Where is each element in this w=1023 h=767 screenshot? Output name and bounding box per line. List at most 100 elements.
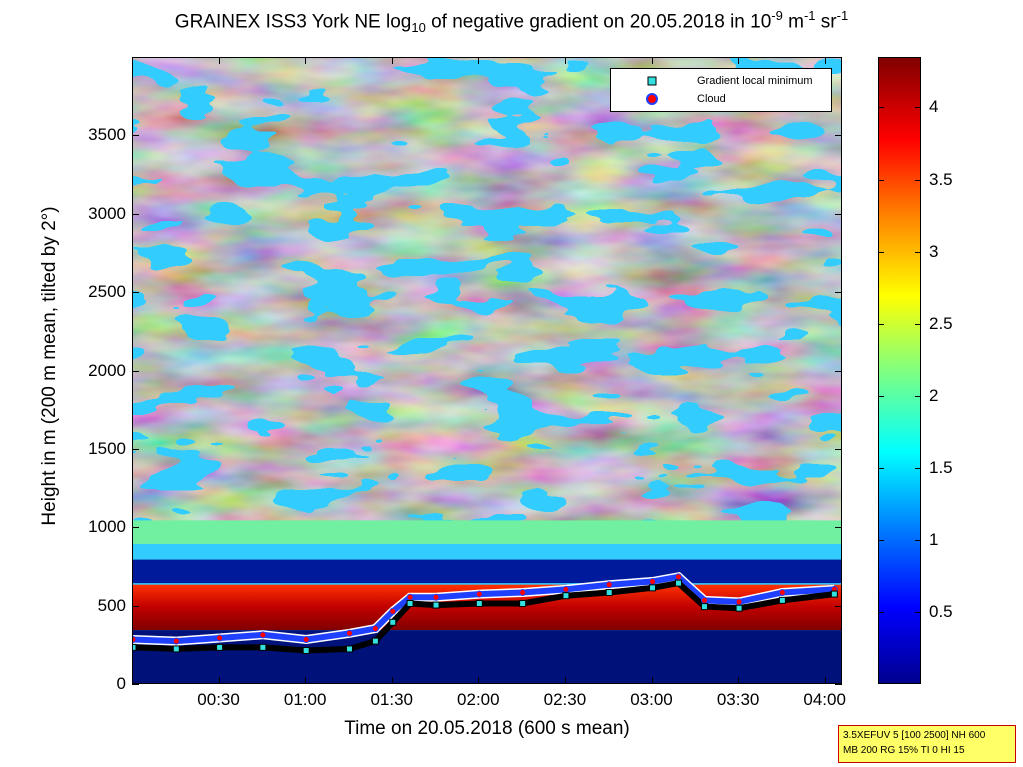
gradient-minimum-point <box>432 601 440 609</box>
gradient-minimum-point <box>216 643 224 651</box>
gradient-minimum-point <box>700 603 708 611</box>
x-tick-mark <box>305 677 307 684</box>
colorbar-tick-mark <box>915 611 921 613</box>
colorbar-tick-mark <box>878 611 884 613</box>
x-tick-label: 01:30 <box>370 690 414 709</box>
gradient-minimum-point <box>302 647 310 655</box>
colorbar <box>878 57 921 684</box>
heatmap-background <box>133 58 841 683</box>
gradient-minimum-point <box>649 584 657 592</box>
colorbar-tick-mark <box>878 395 884 397</box>
y-tick-label: 2000 <box>88 360 126 380</box>
colorbar-tick-mark <box>915 323 921 325</box>
cyan-square-marker-icon <box>647 76 657 86</box>
colorbar-tick-mark <box>878 467 884 469</box>
colorbar-tick-mark <box>878 323 884 325</box>
heatmap-plot-area[interactable] <box>132 57 842 684</box>
x-tick-mark <box>651 677 653 684</box>
y-tick-label: 1500 <box>88 438 126 458</box>
colorbar-tick-mark <box>915 539 921 541</box>
colorbar-tick-mark <box>878 251 884 253</box>
cloud-point <box>519 589 527 597</box>
cloud-point <box>172 637 180 645</box>
colorbar-tick-label: 2.5 <box>929 313 953 333</box>
info-line-1: 3.5XEFUV 5 [100 2500] NH 600 <box>843 730 986 741</box>
gradient-minimum-point <box>674 579 682 587</box>
colorbar-tick-label: 4 <box>929 97 939 117</box>
x-tick-mark <box>824 57 826 64</box>
colorbar-tick-mark <box>878 107 884 109</box>
gradient-minimum-point <box>519 599 527 607</box>
x-tick-mark <box>478 57 480 64</box>
heatmap-band-700m <box>133 559 841 584</box>
colorbar-tick-mark <box>915 467 921 469</box>
cloud-point <box>674 573 682 581</box>
colorbar-tick-mark <box>878 179 884 181</box>
y-tick-mark <box>835 527 842 529</box>
cloud-point <box>371 625 379 633</box>
y-tick-mark <box>835 684 842 685</box>
gradient-minimum-point <box>172 645 180 653</box>
y-tick-label: 3500 <box>88 125 126 145</box>
cloud-point <box>475 590 483 598</box>
gradient-minimum-point <box>345 645 353 653</box>
cloud-point <box>432 593 440 601</box>
y-tick-mark <box>132 213 139 215</box>
cloud-point <box>605 581 613 589</box>
gradient-minimum-point <box>830 590 838 598</box>
data-overlay <box>133 571 838 655</box>
colorbar-tick-label: 1.5 <box>929 457 953 477</box>
y-axis-label: Height in m (200 m mean, tilted by 2°) <box>39 206 60 526</box>
legend-label-cloud: Cloud <box>697 93 726 105</box>
x-tick-label: 02:30 <box>543 690 587 709</box>
gradient-minimum-point <box>562 592 570 600</box>
x-tick-mark <box>305 57 307 64</box>
legend: Gradient local minimum Cloud <box>610 68 832 112</box>
gradient-minimum-point <box>406 599 414 607</box>
colorbar-tick-label: 0.5 <box>929 601 953 621</box>
x-tick-mark <box>824 677 826 684</box>
y-tick-mark <box>132 684 139 685</box>
cloud-point <box>562 585 570 593</box>
x-tick-mark <box>651 57 653 64</box>
colorbar-tick-mark <box>878 539 884 541</box>
cloud-point <box>259 631 267 639</box>
cloud-point <box>133 636 137 644</box>
gradient-minimum-point <box>605 589 613 597</box>
gradient-minimum-point <box>133 643 137 651</box>
colorbar-tick-mark <box>915 179 921 181</box>
x-tick-mark <box>738 57 740 64</box>
gradient-minimum-point <box>778 596 786 604</box>
y-tick-mark <box>835 213 842 215</box>
colorbar-tick-mark <box>915 107 921 109</box>
legend-item-gradient-minimum: Gradient local minimum <box>611 73 831 91</box>
x-tick-mark <box>218 677 220 684</box>
legend-label-gradient-minimum: Gradient local minimum <box>697 75 813 87</box>
chart-title: GRAINEX ISS3 York NE log10 of negative g… <box>174 8 849 36</box>
colorbar-tick-mark <box>915 251 921 253</box>
y-tick-label: 2500 <box>88 282 126 302</box>
y-tick-mark <box>835 605 842 607</box>
x-tick-mark <box>738 677 740 684</box>
x-tick-label: 03:00 <box>630 690 673 709</box>
colorbar-tick-label: 3.5 <box>929 169 953 189</box>
y-tick-mark <box>132 370 139 372</box>
gradient-minimum-point <box>371 637 379 645</box>
cloud-point <box>302 636 310 644</box>
y-tick-mark <box>835 292 842 294</box>
gradient-minimum-line <box>133 579 835 654</box>
x-tick-mark <box>478 677 480 684</box>
cloud-point <box>406 593 414 601</box>
gradient-minimum-point <box>259 643 267 651</box>
y-tick-mark <box>132 448 139 450</box>
colorbar-tick-label: 3 <box>929 241 939 261</box>
heatmap-band-1000m <box>133 520 841 544</box>
y-tick-mark <box>835 370 842 372</box>
y-tick-label: 1000 <box>88 517 126 537</box>
x-tick-label: 02:00 <box>457 690 500 709</box>
x-tick-label: 00:30 <box>197 690 240 709</box>
gradient-minimum-point <box>735 604 743 612</box>
y-tick-mark <box>132 527 139 529</box>
cloud-line <box>133 573 835 645</box>
x-tick-label: 01:00 <box>283 690 327 709</box>
